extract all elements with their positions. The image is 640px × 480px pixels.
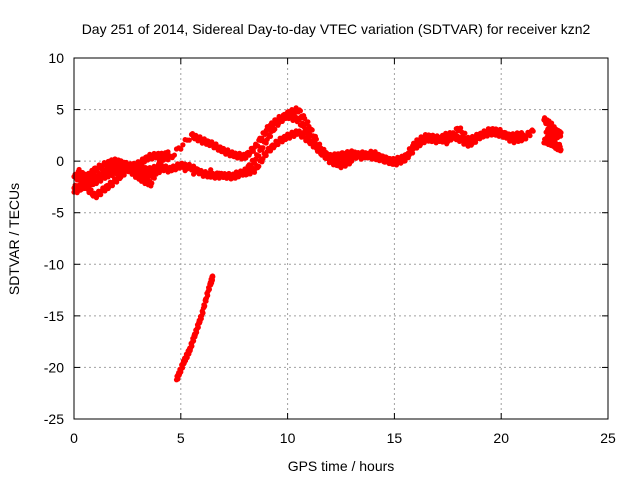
data-point <box>189 343 195 349</box>
series-track-f <box>173 273 216 383</box>
series-track-d <box>75 149 171 189</box>
data-point <box>233 169 239 175</box>
data-point <box>349 158 355 164</box>
data-point <box>191 338 197 344</box>
data-point <box>267 133 274 139</box>
x-tick-label: 25 <box>600 430 616 446</box>
data-point <box>448 137 454 143</box>
data-point <box>262 131 268 137</box>
data-point <box>165 169 171 175</box>
data-point <box>191 171 197 177</box>
x-tick-label: 15 <box>387 430 403 446</box>
axis-ticks: 0 5 10 15 20 25 -25 -20 -15 -10 -5 0 5 10 <box>44 50 616 446</box>
data-point <box>297 108 303 114</box>
data-point <box>208 167 214 173</box>
data-point <box>180 142 186 148</box>
data-point <box>173 166 180 172</box>
data-point <box>309 127 315 133</box>
data-point <box>256 163 262 169</box>
data-point <box>266 126 272 133</box>
data-point <box>260 156 266 162</box>
chart-title: Day 251 of 2014, Sidereal Day-to-day VTE… <box>82 21 591 37</box>
data-point <box>263 152 269 159</box>
data-point <box>149 180 155 186</box>
data-point <box>195 324 201 330</box>
data-point <box>165 149 171 155</box>
y-tick-label: 5 <box>56 102 64 118</box>
y-tick-label: -5 <box>52 205 65 221</box>
y-tick-label: 0 <box>56 153 64 169</box>
x-tick-label: 0 <box>70 430 78 446</box>
x-axis-label: GPS time / hours <box>288 458 395 474</box>
data-point <box>556 130 562 136</box>
data-point <box>408 148 415 154</box>
data-point <box>317 145 323 151</box>
data-point <box>206 286 212 292</box>
data-point <box>260 145 266 151</box>
data-point <box>527 133 533 139</box>
y-tick-label: -20 <box>44 359 64 375</box>
plot-frame <box>73 57 609 420</box>
data-point <box>186 137 192 143</box>
data-point <box>458 125 464 131</box>
data-point <box>225 172 231 178</box>
data-point <box>304 126 310 132</box>
y-axis-label: SDTVAR / TECUs <box>6 183 22 295</box>
data-point <box>558 147 564 153</box>
data-series <box>71 105 564 383</box>
data-point <box>151 175 157 181</box>
data-point <box>199 169 205 175</box>
data-point <box>250 148 256 154</box>
data-point <box>178 146 184 152</box>
data-point <box>88 187 94 193</box>
x-tick-label: 20 <box>493 430 509 446</box>
data-point <box>305 134 311 140</box>
data-point <box>452 131 458 137</box>
data-point <box>114 179 120 185</box>
y-tick-label: -15 <box>44 308 64 324</box>
data-point <box>256 153 262 159</box>
data-point <box>179 365 186 371</box>
data-point <box>462 130 468 136</box>
data-point <box>200 310 206 316</box>
data-point <box>255 143 261 149</box>
data-point <box>259 135 265 141</box>
data-point <box>267 148 274 154</box>
data-point <box>182 168 188 174</box>
y-tick-label: -25 <box>44 411 64 427</box>
data-point <box>296 117 302 123</box>
data-point <box>305 119 311 125</box>
data-point <box>216 170 222 176</box>
data-point <box>98 192 104 198</box>
series-track-e <box>541 115 564 154</box>
data-point <box>84 182 90 188</box>
x-tick-label: 10 <box>280 430 296 446</box>
data-point <box>171 152 177 158</box>
data-point <box>155 167 161 173</box>
data-point <box>202 303 208 309</box>
x-tick-label: 5 <box>177 430 185 446</box>
data-point <box>553 143 560 149</box>
data-point <box>302 115 308 122</box>
data-point <box>552 133 558 139</box>
data-point <box>210 274 216 280</box>
y-tick-label: -10 <box>44 256 64 272</box>
data-point <box>205 292 211 299</box>
y-tick-label: 10 <box>48 50 64 66</box>
data-point <box>530 128 536 134</box>
